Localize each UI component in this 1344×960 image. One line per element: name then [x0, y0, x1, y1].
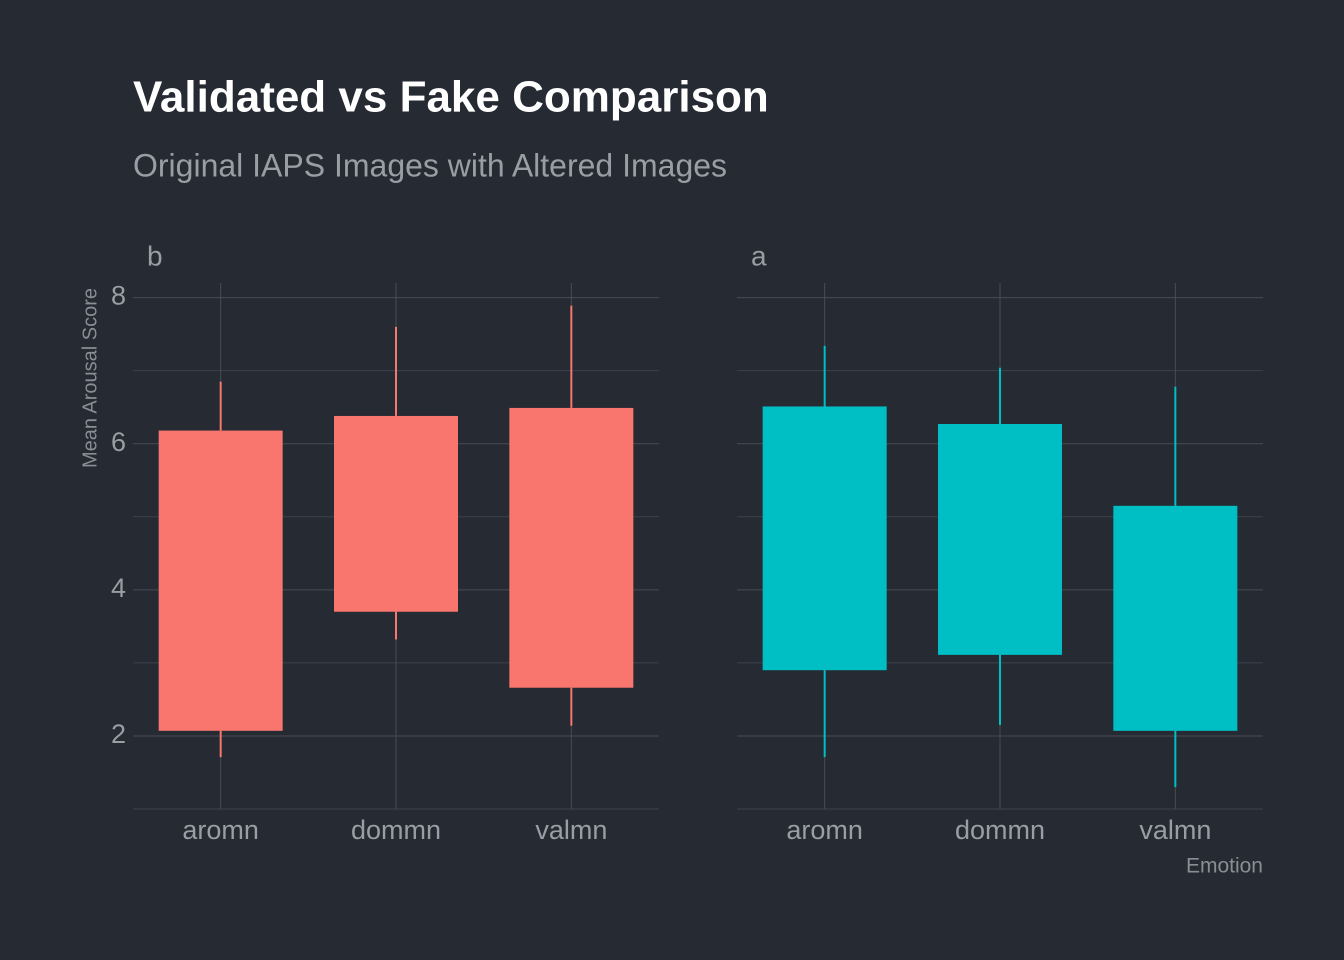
x-tick-label: aromn [182, 815, 259, 845]
box [1113, 505, 1238, 731]
x-tick-label: valmn [1139, 815, 1211, 845]
y-tick-label: 6 [111, 427, 126, 457]
chart-title: Validated vs Fake Comparison [133, 73, 769, 122]
y-axis-title: Mean Arousal Score [79, 288, 101, 468]
y-tick-label: 4 [111, 573, 126, 603]
x-tick-label: aromn [786, 815, 863, 845]
x-tick-label: dommn [955, 815, 1045, 845]
x-tick-label: valmn [535, 815, 607, 845]
box [938, 423, 1062, 655]
y-tick-label: 2 [111, 719, 126, 749]
y-tick-label: 8 [111, 281, 126, 311]
facet-label: a [751, 240, 767, 271]
box [509, 407, 634, 688]
box [762, 406, 887, 671]
box [334, 415, 458, 612]
chart-subtitle: Original IAPS Images with Altered Images [133, 147, 727, 183]
x-axis-title: Emotion [1186, 855, 1263, 878]
x-tick-label: dommn [351, 815, 441, 845]
box [158, 430, 283, 731]
facet-label: b [147, 240, 163, 271]
